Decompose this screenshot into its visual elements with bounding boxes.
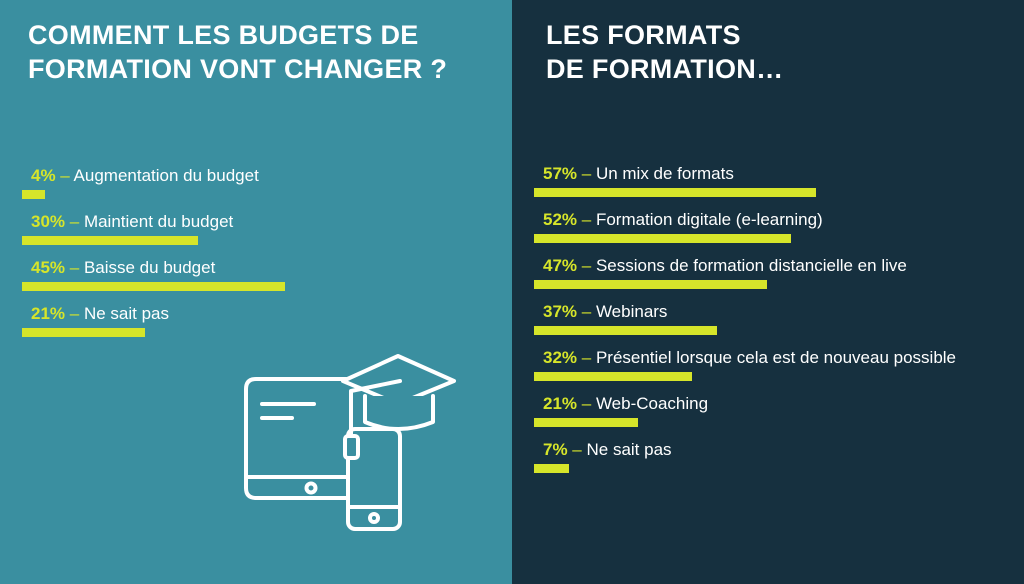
bar-category-label: Maintient du budget: [83, 212, 234, 231]
budget-title: COMMENT LES BUDGETS DE FORMATION VONT CH…: [28, 18, 447, 86]
bar-label: 7% – Ne sait pas: [543, 439, 672, 461]
bar-category-label: Ne sait pas: [586, 440, 672, 459]
bar-value-label: 47%: [543, 256, 578, 275]
bar-value-label: 52%: [543, 210, 578, 229]
bar-value-label: 21%: [31, 304, 66, 323]
bar-label: 30% – Maintient du budget: [31, 211, 233, 233]
bar-separator: –: [577, 256, 596, 275]
bar-label: 21% – Web-Coaching: [543, 393, 708, 415]
budget-panel: COMMENT LES BUDGETS DE FORMATION VONT CH…: [0, 0, 512, 584]
bar-value-label: 7%: [543, 440, 568, 459]
bar-category-label: Sessions de formation distancielle en li…: [595, 256, 907, 275]
bar-item: 52% – Formation digitale (e-learning): [534, 209, 1014, 255]
bar-item: 21% – Web-Coaching: [534, 393, 1014, 439]
bar-label: 4% – Augmentation du budget: [31, 165, 259, 187]
bar: [22, 236, 198, 245]
bar: [534, 372, 692, 381]
bar-category-label: Web-Coaching: [595, 394, 709, 413]
bar-separator: –: [55, 166, 74, 185]
tablet-phone-graduation-cap-icon: [244, 354, 456, 531]
bar: [22, 282, 285, 291]
bar-value-label: 32%: [543, 348, 578, 367]
bar-separator: –: [577, 394, 596, 413]
bar-item: 47% – Sessions de formation distancielle…: [534, 255, 1014, 301]
bar-label: 52% – Formation digitale (e-learning): [543, 209, 823, 231]
bar-separator: –: [65, 304, 84, 323]
bar-separator: –: [577, 164, 596, 183]
bar-label: 45% – Baisse du budget: [31, 257, 215, 279]
bar-category-label: Formation digitale (e-learning): [595, 210, 823, 229]
bar: [534, 464, 569, 473]
bar-separator: –: [577, 302, 596, 321]
budget-title-line1: COMMENT LES BUDGETS DE: [28, 20, 419, 50]
bar-category-label: Augmentation du budget: [73, 166, 259, 185]
bar-category-label: Ne sait pas: [83, 304, 169, 323]
bar-separator: –: [577, 210, 596, 229]
bar-label: 32% – Présentiel lorsque cela est de nou…: [543, 347, 956, 369]
bar: [534, 418, 638, 427]
bar-item: 32% – Présentiel lorsque cela est de nou…: [534, 347, 1014, 393]
bar-value-label: 57%: [543, 164, 578, 183]
bar-item: 4% – Augmentation du budget: [22, 165, 502, 211]
bar-value-label: 45%: [31, 258, 66, 277]
bar-value-label: 21%: [543, 394, 578, 413]
bar-category-label: Baisse du budget: [83, 258, 216, 277]
bar-label: 37% – Webinars: [543, 301, 667, 323]
formats-title-line2: DE FORMATION…: [546, 54, 784, 84]
bar-label: 21% – Ne sait pas: [31, 303, 169, 325]
bar: [534, 188, 816, 197]
bar-label: 47% – Sessions de formation distancielle…: [543, 255, 907, 277]
bar-category-label: Webinars: [595, 302, 668, 321]
bar: [534, 234, 791, 243]
bar-item: 57% – Un mix de formats: [534, 163, 1014, 209]
bar-value-label: 37%: [543, 302, 578, 321]
bar-separator: –: [65, 258, 84, 277]
bar: [22, 190, 45, 199]
bar-separator: –: [65, 212, 84, 231]
bar-separator: –: [567, 440, 587, 459]
formats-title: LES FORMATS DE FORMATION…: [546, 18, 783, 86]
formats-panel: LES FORMATS DE FORMATION… 57% – Un mix d…: [512, 0, 1024, 584]
bar-separator: –: [577, 348, 596, 367]
bar-item: 37% – Webinars: [534, 301, 1014, 347]
bar-value-label: 4%: [31, 166, 56, 185]
bar: [534, 280, 767, 289]
bar: [534, 326, 717, 335]
bar-category-label: Un mix de formats: [595, 164, 734, 183]
budget-title-line2: FORMATION VONT CHANGER ?: [28, 54, 448, 84]
bar-item: 45% – Baisse du budget: [22, 257, 502, 303]
bar: [22, 328, 145, 337]
bar-item: 7% – Ne sait pas: [534, 439, 1014, 485]
formats-title-line1: LES FORMATS: [546, 20, 741, 50]
bar-category-label: Présentiel lorsque cela est de nouveau p…: [595, 348, 957, 367]
bar-label: 57% – Un mix de formats: [543, 163, 734, 185]
bar-value-label: 30%: [31, 212, 66, 231]
bar-item: 21% – Ne sait pas: [22, 303, 502, 349]
bar-item: 30% – Maintient du budget: [22, 211, 502, 257]
